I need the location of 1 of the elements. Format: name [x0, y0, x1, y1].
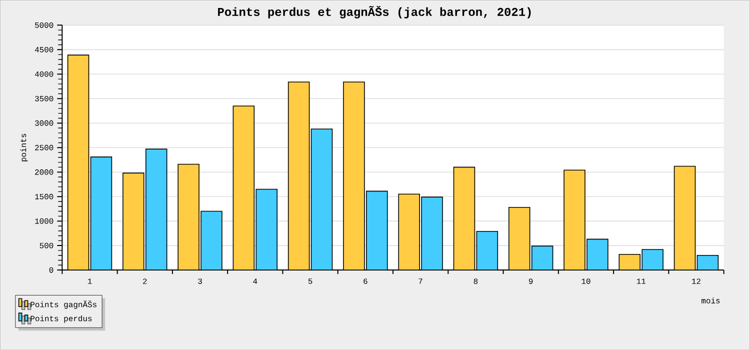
chart-title: Points perdus et gagnÃŠs (jack barron, 2021) — [218, 6, 531, 18]
